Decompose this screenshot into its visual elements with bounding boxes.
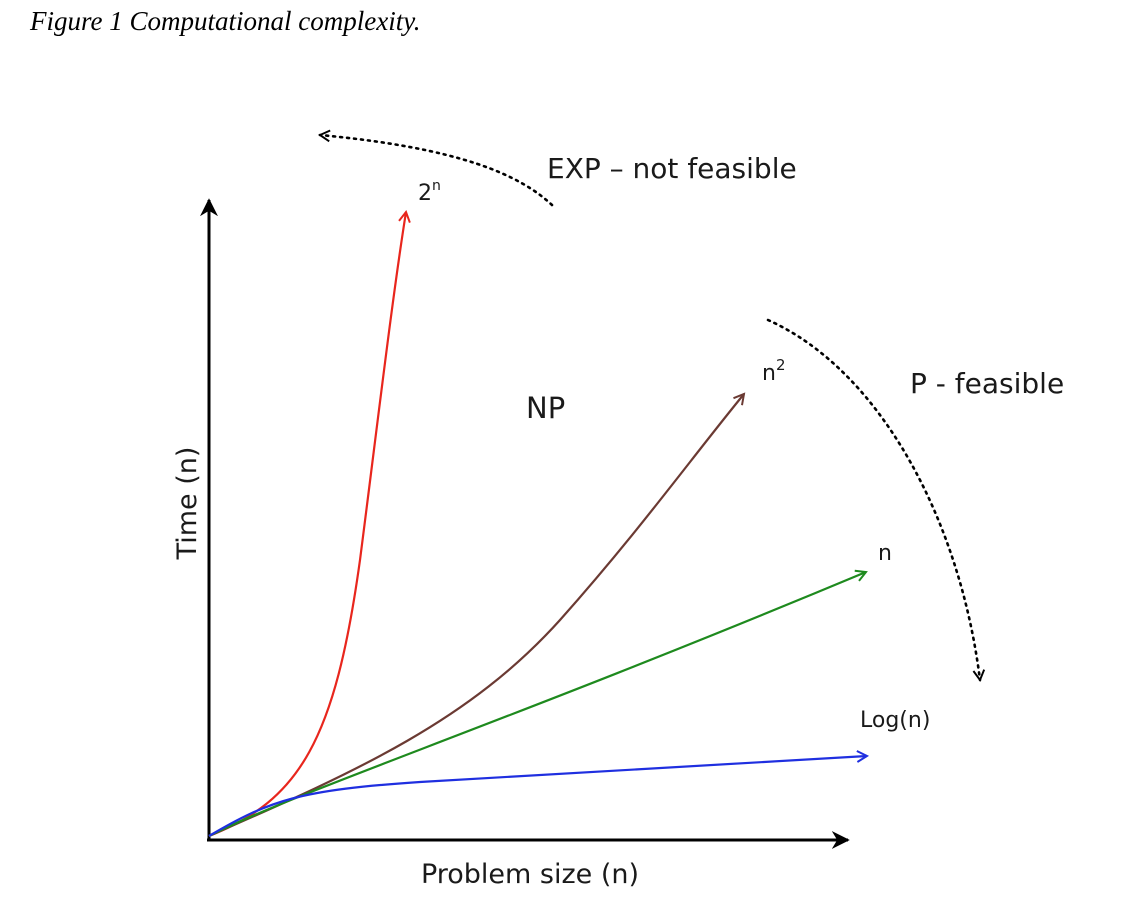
exp-curve	[208, 209, 411, 838]
log-curve	[208, 750, 870, 837]
log-curve-label: Log(n)	[860, 708, 930, 733]
figure-caption: Figure 1 Computational complexity.	[30, 6, 421, 36]
exp-curve-label-sup: n	[432, 178, 441, 194]
y-axis-label: Time (n)	[172, 447, 203, 561]
quadratic-curve-label-sup: 2	[776, 356, 786, 374]
linear-curve	[208, 569, 868, 837]
exp-region-label: EXP – not feasible	[547, 152, 797, 185]
linear-curve-label: n	[878, 541, 892, 566]
quadratic-curve-label: n2	[762, 356, 786, 386]
np-region-label: NP	[526, 391, 565, 425]
quadratic-curve	[208, 392, 746, 838]
p-region-dotted-arrow	[766, 318, 986, 682]
x-axis-label: Problem size (n)	[421, 859, 639, 890]
p-region-label: P - feasible	[910, 367, 1064, 400]
exp-region-dotted-arrow	[318, 129, 554, 207]
exp-curve-label: 2n	[418, 178, 441, 206]
quadratic-curve-label-base: n	[762, 361, 776, 386]
exp-curve-label-base: 2	[418, 181, 432, 206]
